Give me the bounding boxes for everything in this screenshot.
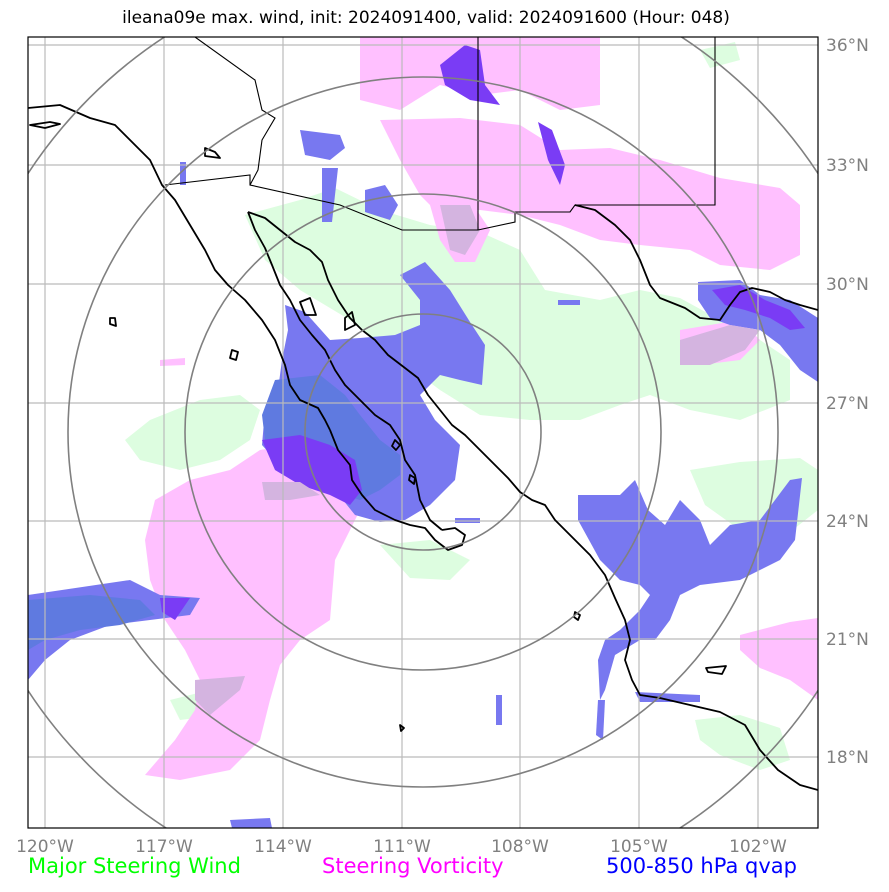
lat-tick-label: 30°N [826,275,869,295]
lon-tick-label: 105°W [610,837,668,857]
qvap-layer [28,45,818,828]
range-ring-1 [304,313,542,551]
lon-tick-label: 120°W [16,837,74,857]
lat-tick-label: 18°N [826,748,869,768]
lon-tick-label: 114°W [254,837,312,857]
coastlines [28,104,818,791]
lon-tick-label: 108°W [491,837,549,857]
lat-lon-grid [28,37,818,828]
map-frame [27,36,819,829]
range-ring-3 [67,76,779,788]
lat-tick-label: 21°N [826,630,869,650]
legend-steering-vorticity: Steering Vorticity [322,854,504,878]
lon-tick-label: 117°W [135,837,193,857]
lon-tick-label: 102°W [729,837,787,857]
legend-qvap: 500-850 hPa qvap [606,854,797,878]
legend-steering-wind: Major Steering Wind [28,854,241,878]
range-ring-2 [184,193,662,671]
lat-tick-label: 24°N [826,512,869,532]
lat-tick-label: 33°N [826,156,869,176]
lat-tick-label: 27°N [826,394,869,414]
lon-tick-label: 111°W [373,837,431,857]
plot-title: ileana09e max. wind, init: 2024091400, v… [122,8,730,28]
longitude-tick-labels: 120°W 117°W 114°W 111°W 108°W 105°W 102°… [16,837,787,857]
lat-tick-label: 36°N [826,36,869,56]
borders [164,37,716,231]
latitude-tick-labels: 36°N 33°N 30°N 27°N 24°N 21°N 18°N [826,36,869,768]
